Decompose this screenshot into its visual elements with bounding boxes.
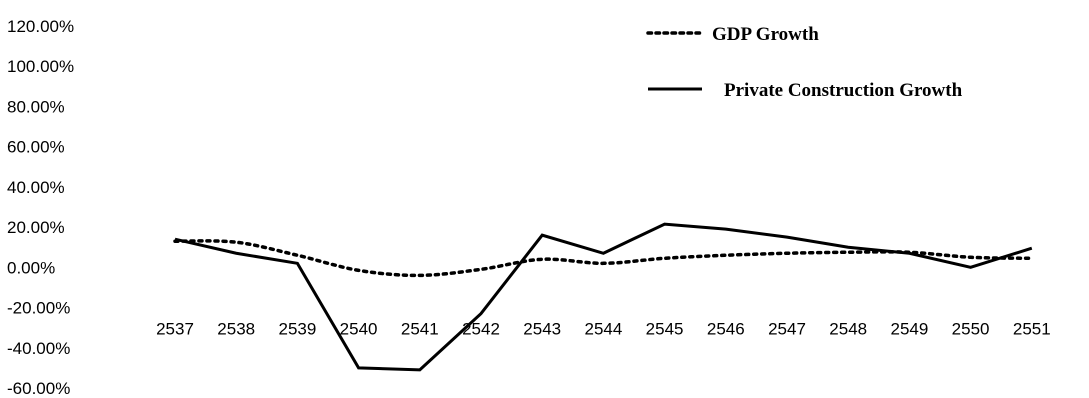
x-tick-label: 2548 (829, 320, 867, 339)
y-tick-label: -60.00% (7, 379, 70, 398)
x-tick-label: 2537 (156, 320, 194, 339)
x-tick-label: 2550 (952, 320, 990, 339)
y-tick-label: 0.00% (7, 258, 55, 277)
x-tick-label: 2551 (1013, 320, 1051, 339)
legend-label-private-construction-growth: Private Construction Growth (724, 80, 963, 101)
y-tick-label: 20.00% (7, 218, 65, 237)
x-tick-label: 2538 (217, 320, 255, 339)
y-tick-label: 80.00% (7, 97, 65, 116)
y-tick-label: -40.00% (7, 339, 70, 358)
x-tick-label: 2545 (646, 320, 684, 339)
y-axis: 120.00% 100.00% 80.00% 60.00% 40.00% 20.00% 0.… (7, 17, 74, 398)
x-tick-label: 2541 (401, 320, 439, 339)
x-tick-label: 2539 (278, 320, 316, 339)
legend: GDP Growth Private Construction Growth (646, 24, 963, 101)
y-tick-label: 100.00% (7, 57, 74, 76)
x-axis: 2537 2538 2539 2540 2541 2542 2543 2544 2545 2546… (156, 320, 1051, 339)
y-tick-label: 40.00% (7, 178, 65, 197)
legend-label-gdp-growth: GDP Growth (712, 24, 819, 45)
x-tick-label: 2542 (462, 320, 500, 339)
plot-area (173, 222, 1034, 372)
y-tick-label: 60.00% (7, 138, 65, 157)
y-tick-label: -20.00% (7, 299, 70, 318)
x-tick-label: 2540 (340, 320, 378, 339)
series-line-private-construction-growth (174, 222, 1033, 372)
y-tick-label: 120.00% (7, 17, 74, 36)
x-tick-label: 2544 (584, 320, 622, 339)
x-tick-label: 2543 (523, 320, 561, 339)
x-tick-label: 2547 (768, 320, 806, 339)
x-tick-label: 2546 (707, 320, 745, 339)
x-tick-label: 2549 (890, 320, 928, 339)
series-line-gdp-growth (173, 239, 1034, 278)
